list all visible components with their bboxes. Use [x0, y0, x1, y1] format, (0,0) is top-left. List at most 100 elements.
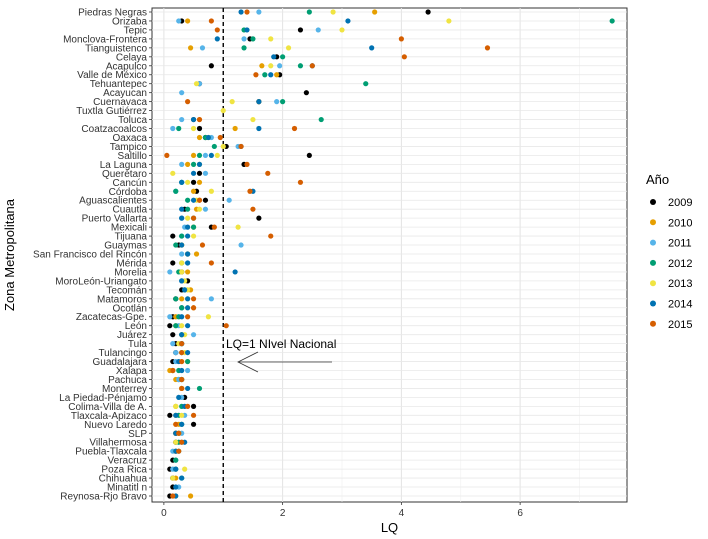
point-2011: [199, 45, 206, 51]
point-2014: [214, 36, 220, 42]
point-2012: [196, 385, 203, 392]
panel-background: [151, 7, 628, 503]
point-2011: [190, 332, 197, 338]
point-2013: [214, 152, 220, 159]
y-tick-label: Tehuantepec: [90, 79, 147, 90]
y-tick-label: Tecomán: [106, 285, 147, 296]
point-2011: [208, 296, 214, 302]
legend-key-2011: [650, 239, 656, 246]
point-2013: [268, 36, 274, 42]
point-2015: [179, 376, 185, 383]
legend-label-2013: 2013: [668, 278, 692, 290]
point-2014: [179, 215, 185, 221]
y-tick-label: Minatitl n: [107, 483, 147, 494]
legend-key-2015: [650, 320, 656, 327]
point-2013: [220, 143, 226, 150]
point-2012: [173, 188, 179, 194]
y-tick-label: Tijuana: [115, 232, 148, 243]
point-2012: [173, 457, 179, 463]
point-2014: [185, 305, 191, 311]
point-2012: [363, 81, 369, 87]
point-2013: [179, 269, 185, 275]
point-2012: [262, 72, 268, 78]
y-tick-label: León: [125, 321, 147, 332]
legend-title: Año: [646, 172, 669, 187]
point-2014: [185, 260, 191, 266]
point-2012: [185, 206, 191, 212]
y-tick-label: Piedras Negras: [78, 8, 147, 19]
point-2015: [214, 27, 220, 33]
x-tick-label: 6: [517, 508, 523, 519]
y-tick-label: Tuxtla Gutiérrez: [76, 106, 147, 117]
x-axis-ticks: 0 2 4 6: [161, 502, 523, 519]
point-2012: [185, 197, 191, 203]
y-tick-label: Valle de México: [77, 70, 147, 81]
point-2015: [223, 323, 229, 329]
legend-label-2015: 2015: [668, 319, 692, 331]
point-2011: [202, 206, 209, 212]
data-points: [164, 9, 615, 499]
point-2014: [179, 475, 185, 481]
point-2011: [238, 242, 244, 248]
point-2012: [173, 296, 179, 302]
y-tick-label: Pachuca: [108, 375, 147, 386]
y-tick-label: Tulancingo: [98, 348, 147, 359]
point-2014: [238, 9, 244, 15]
y-tick-label: Córdoba: [109, 187, 148, 198]
point-2012: [173, 323, 179, 329]
point-2012: [297, 63, 304, 69]
point-2015: [185, 314, 191, 320]
point-2011: [274, 99, 280, 105]
point-2009: [306, 152, 312, 159]
point-2015: [247, 188, 253, 194]
point-2015: [170, 367, 176, 374]
y-tick-label: Tampico: [110, 142, 148, 153]
point-2014: [179, 179, 185, 185]
y-tick-label: San Francisco del Rincón: [33, 250, 147, 261]
point-2009: [196, 125, 203, 132]
point-2015: [196, 197, 203, 203]
y-tick-label: Aguascalientes: [79, 196, 147, 207]
legend-key-2013: [650, 280, 656, 287]
legend: Año 2009 2010 2011 2012 2013 2014 2015: [646, 172, 692, 331]
point-2013: [173, 403, 179, 409]
y-tick-label: Guaymas: [104, 241, 147, 252]
point-2009: [196, 170, 203, 176]
point-2009: [170, 332, 176, 338]
point-2011: [315, 27, 321, 33]
y-tick-label: Poza Rica: [101, 465, 147, 476]
point-2011: [185, 367, 191, 374]
point-2015: [190, 215, 197, 221]
point-2015: [291, 125, 298, 132]
y-tick-label: Nuevo Laredo: [84, 420, 147, 431]
point-2014: [179, 314, 185, 320]
point-2013: [208, 188, 214, 194]
point-2011: [226, 197, 232, 203]
point-2015: [250, 206, 256, 212]
point-2015: [208, 260, 214, 266]
point-2014: [232, 269, 238, 275]
y-tick-label: Acapulco: [106, 61, 148, 72]
point-2010: [185, 161, 191, 167]
y-tick-label: SLP: [128, 429, 147, 440]
point-2011: [179, 161, 185, 167]
point-2015: [179, 385, 185, 392]
point-2015: [164, 152, 170, 159]
point-2014: [179, 332, 185, 338]
point-2014: [190, 197, 197, 203]
y-tick-label: Cuautla: [113, 205, 148, 216]
point-2012: [179, 305, 185, 311]
y-tick-label: Xalapa: [116, 366, 148, 377]
x-axis-title: LQ: [381, 520, 398, 535]
point-2013: [250, 116, 256, 123]
point-2010: [190, 188, 197, 194]
point-2009: [190, 421, 197, 427]
point-2013: [339, 27, 345, 33]
point-2013: [182, 466, 188, 472]
y-tick-label: Coatzacoalcos: [81, 124, 147, 135]
point-2011: [176, 18, 182, 24]
point-2014: [185, 323, 191, 329]
point-2013: [170, 170, 176, 176]
point-2013: [173, 439, 179, 445]
